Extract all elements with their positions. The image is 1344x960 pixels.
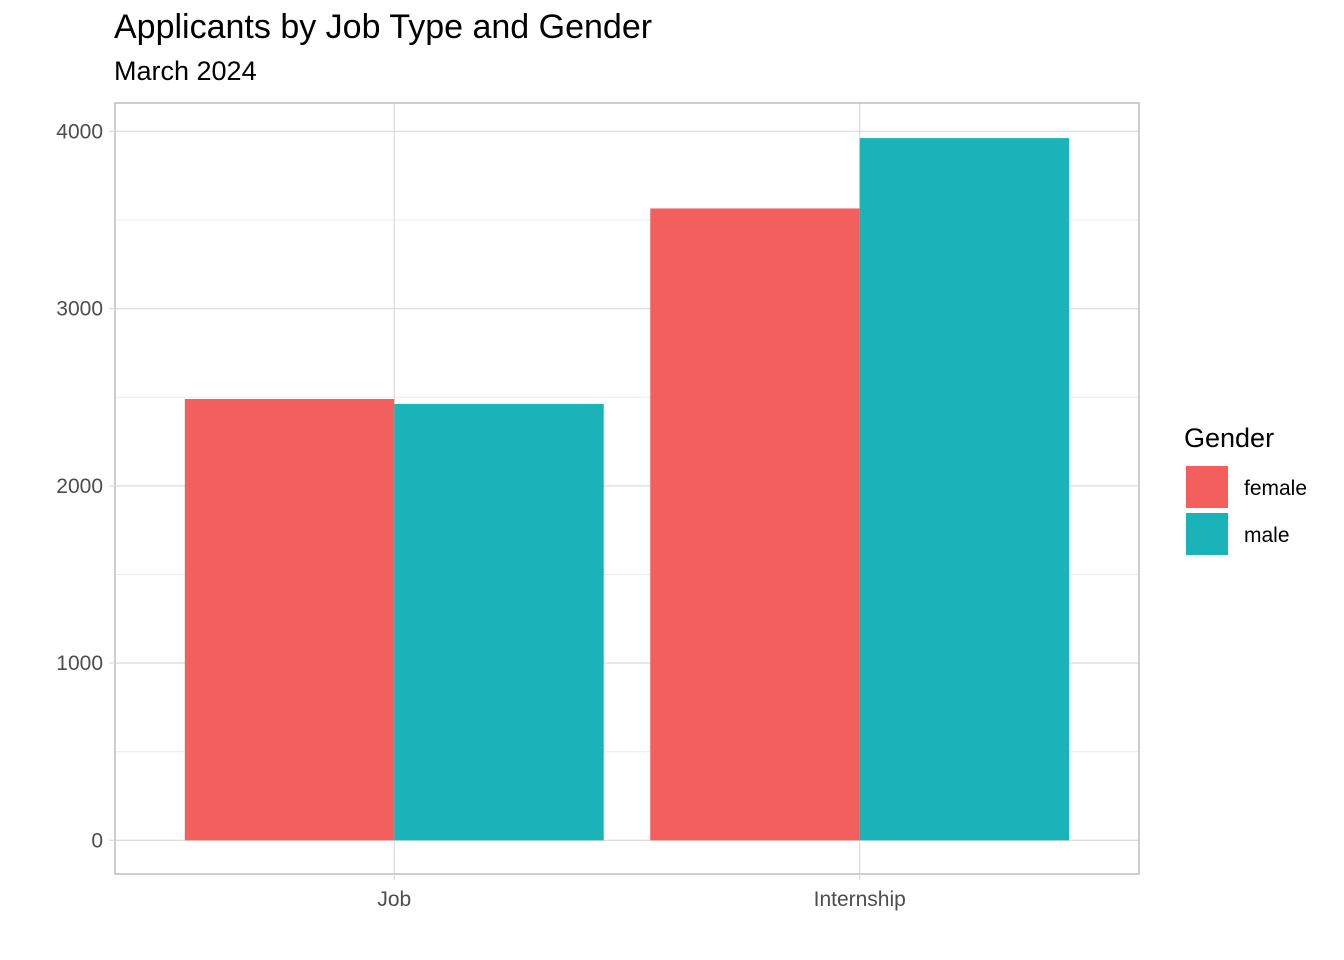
legend-label-male: male [1244, 524, 1290, 547]
legend-swatch-female [1186, 466, 1228, 508]
legend-label-female: female [1244, 477, 1307, 500]
chart-title: Applicants by Job Type and Gender [114, 8, 653, 46]
y-tick-label: 3000 [56, 298, 103, 321]
legend-swatch-male [1186, 513, 1228, 555]
y-tick-label: 2000 [56, 475, 103, 498]
y-tick-label: 0 [91, 829, 103, 852]
bar-male-job [394, 403, 604, 841]
bar-female-internship [650, 208, 860, 841]
y-tick-label: 4000 [56, 120, 103, 143]
x-tick-label: Internship [814, 888, 906, 911]
chart-subtitle: March 2024 [114, 56, 257, 86]
x-tick-label: Job [377, 888, 411, 911]
bar-female-job [184, 398, 395, 841]
legend-title: Gender [1184, 423, 1274, 453]
bar-male-internship [859, 138, 1070, 841]
panel-border [114, 102, 1140, 875]
y-tick-label: 1000 [56, 652, 103, 675]
